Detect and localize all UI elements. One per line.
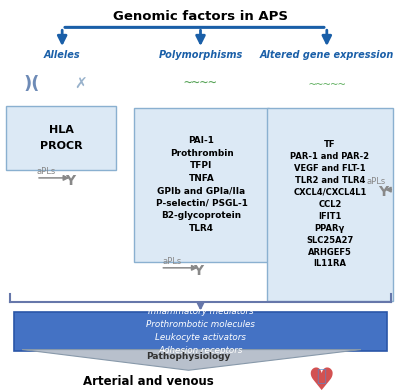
Text: Y: Y xyxy=(193,264,204,278)
Text: HLA
PROCR: HLA PROCR xyxy=(40,125,83,151)
FancyBboxPatch shape xyxy=(6,106,116,170)
Text: Arterial and venous
thromboses: Arterial and venous thromboses xyxy=(83,375,214,391)
Polygon shape xyxy=(22,350,361,370)
Text: Inflammatory mediators
Prothrombotic molecules
Leukocyte activators
Adhesion rec: Inflammatory mediators Prothrombotic mol… xyxy=(146,307,255,355)
Text: TF
PAR-1 and PAR-2
VEGF and FLT-1
TLR2 and TLR4
CXCL4/CXCL4L1
CCL2
IFIT1
PPARγ
S: TF PAR-1 and PAR-2 VEGF and FLT-1 TLR2 a… xyxy=(290,140,369,269)
Text: ♥: ♥ xyxy=(307,367,334,391)
FancyBboxPatch shape xyxy=(14,312,387,351)
Text: Altered gene expression: Altered gene expression xyxy=(259,50,394,60)
Text: aPLs: aPLs xyxy=(36,167,56,176)
FancyBboxPatch shape xyxy=(134,108,269,262)
Text: PAI-1
Prothrombin
TFPI
TNFA
GPIb and GPIa/IIa
P-selectin/ PSGL-1
B2-glycoprotein: PAI-1 Prothrombin TFPI TNFA GPIb and GPI… xyxy=(156,136,247,233)
Text: ✗: ✗ xyxy=(74,77,87,91)
Text: Pathophysiology: Pathophysiology xyxy=(146,352,231,361)
Text: aPLs: aPLs xyxy=(163,257,182,266)
Text: Y: Y xyxy=(378,185,388,199)
Text: Y: Y xyxy=(65,174,75,188)
Text: ~~~~~: ~~~~~ xyxy=(308,77,346,91)
Text: ~~~~: ~~~~ xyxy=(184,77,217,91)
Text: Polymorphisms: Polymorphisms xyxy=(158,50,243,60)
Text: aPLs: aPLs xyxy=(367,177,386,186)
FancyBboxPatch shape xyxy=(267,108,393,301)
Text: Genomic factors in APS: Genomic factors in APS xyxy=(113,10,288,23)
Text: ⌒: ⌒ xyxy=(316,367,326,385)
Text: Alleles: Alleles xyxy=(44,50,81,60)
Text: )(: )( xyxy=(24,75,41,93)
